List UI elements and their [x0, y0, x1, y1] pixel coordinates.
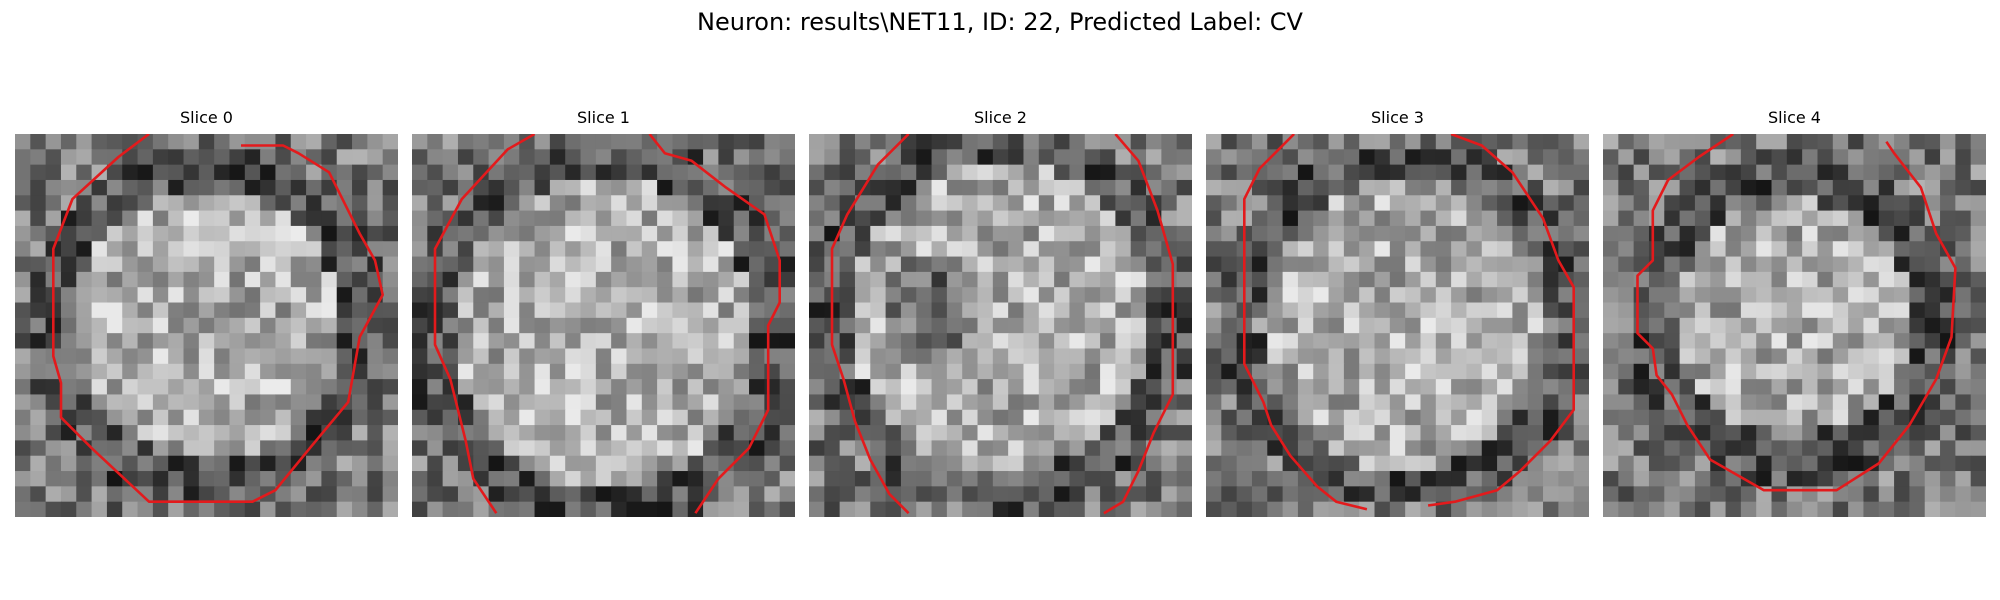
pixel-texture — [1206, 134, 1589, 517]
roi-contour — [433, 134, 536, 514]
slice-image — [1206, 134, 1589, 517]
roi-contour — [648, 134, 782, 514]
slice-image — [809, 134, 1192, 517]
slice-image — [412, 134, 795, 517]
pixel-texture — [1603, 134, 1986, 517]
slice-title: Slice 2 — [974, 108, 1027, 127]
slice-image — [15, 134, 398, 517]
roi-contour — [830, 134, 910, 515]
slice-title: Slice 1 — [577, 108, 630, 127]
roi-contour — [1103, 134, 1175, 515]
slice-title: Slice 3 — [1371, 108, 1424, 127]
figure-title: Neuron: results\NET11, ID: 22, Predicted… — [697, 8, 1303, 36]
slice-title: Slice 0 — [180, 108, 233, 127]
roi-contour — [1242, 134, 1368, 511]
pixel-texture — [809, 134, 1192, 517]
pixel-texture — [15, 134, 398, 517]
roi-contour — [1427, 134, 1576, 507]
roi-contour — [1636, 134, 1957, 492]
slice-image — [1603, 134, 1986, 517]
roi-contour — [51, 134, 385, 504]
slice-title: Slice 4 — [1768, 108, 1821, 127]
